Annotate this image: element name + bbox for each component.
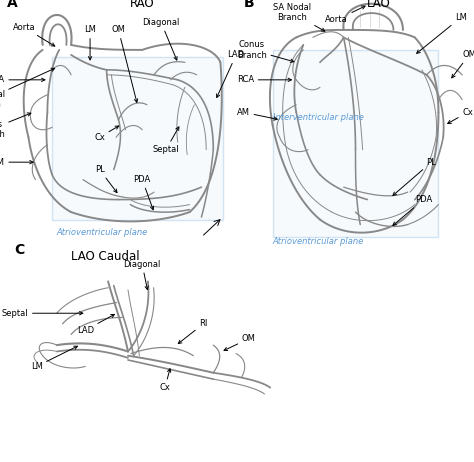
Text: LAO: LAO xyxy=(367,0,391,11)
Text: Cx: Cx xyxy=(448,108,473,123)
Text: AM: AM xyxy=(0,158,33,167)
Text: LM: LM xyxy=(417,13,467,53)
Text: Interventricular plane: Interventricular plane xyxy=(273,113,364,122)
Text: Conus
Branch: Conus Branch xyxy=(237,40,294,62)
Text: LM: LM xyxy=(84,25,96,60)
Text: Cx: Cx xyxy=(94,126,118,142)
Text: RI: RI xyxy=(178,319,208,344)
Text: PDA: PDA xyxy=(393,195,432,225)
Text: LAO Caudal: LAO Caudal xyxy=(71,250,140,263)
Text: LM: LM xyxy=(31,346,77,371)
FancyBboxPatch shape xyxy=(273,50,438,237)
Text: PL: PL xyxy=(393,158,437,195)
Text: SA Nodal
Branch: SA Nodal Branch xyxy=(0,68,55,109)
Text: C: C xyxy=(14,243,25,257)
Text: Diagonal: Diagonal xyxy=(143,18,180,60)
Text: LAD: LAD xyxy=(77,315,114,335)
Text: OM: OM xyxy=(452,50,474,78)
Text: Atrioventricular plane: Atrioventricular plane xyxy=(273,237,364,247)
Text: Septal: Septal xyxy=(153,127,179,154)
Text: Aorta: Aorta xyxy=(13,23,55,46)
Text: LAD: LAD xyxy=(217,50,245,97)
Text: Septal: Septal xyxy=(2,309,83,318)
Text: RAO: RAO xyxy=(130,0,155,11)
Text: OM: OM xyxy=(224,334,255,351)
Text: SA Nodal
Branch: SA Nodal Branch xyxy=(273,3,325,31)
Text: AM: AM xyxy=(237,108,277,120)
Text: B: B xyxy=(244,0,255,11)
Text: Diagonal: Diagonal xyxy=(124,260,161,290)
Text: Aorta: Aorta xyxy=(325,6,365,24)
FancyBboxPatch shape xyxy=(52,57,223,219)
Text: PL: PL xyxy=(95,165,117,193)
Text: Cx: Cx xyxy=(160,369,171,392)
Text: PDA: PDA xyxy=(134,175,154,210)
Text: RCA: RCA xyxy=(0,75,45,85)
Text: RCA: RCA xyxy=(237,75,292,85)
Text: Conus
Branch: Conus Branch xyxy=(0,113,31,140)
Text: A: A xyxy=(7,0,18,11)
Text: OM: OM xyxy=(111,25,137,103)
Text: Atrioventricular plane: Atrioventricular plane xyxy=(57,227,148,237)
